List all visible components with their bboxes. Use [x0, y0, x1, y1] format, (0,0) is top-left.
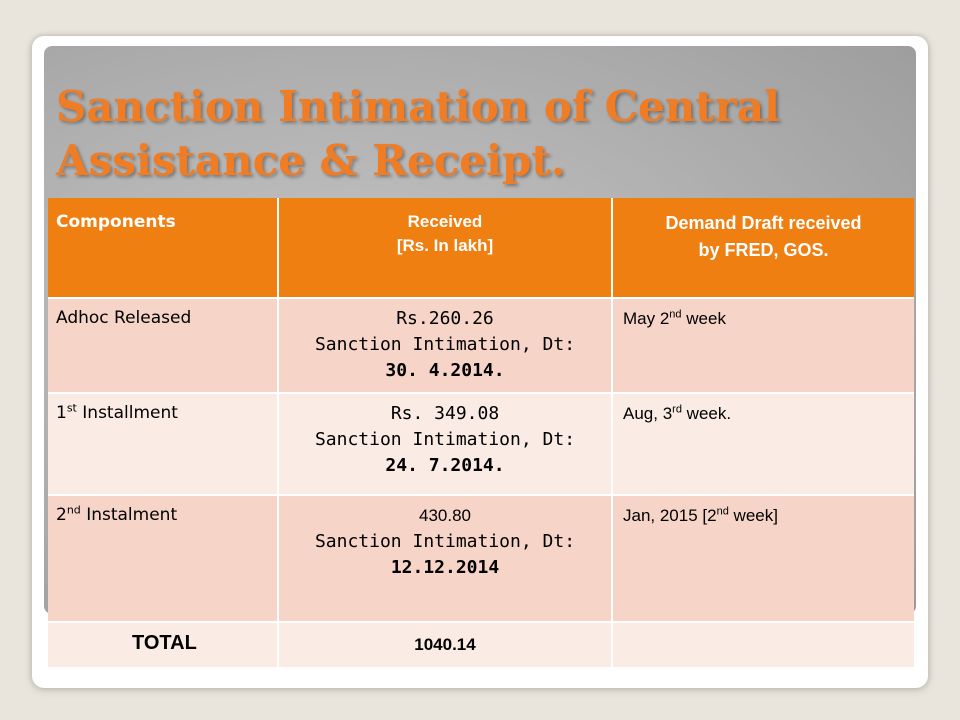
table-row: Adhoc Released Rs.260.26 Sanction Intima…	[48, 297, 914, 393]
total-label: TOTAL	[132, 632, 197, 654]
dd-received-text: May 2nd week	[623, 308, 726, 328]
component-label: 1st Installment	[56, 401, 178, 423]
received-cell: Rs. 349.08 Sanction Intimation, Dt: 24. …	[278, 392, 613, 495]
received-cell: 430.80 Sanction Intimation, Dt: 12.12.20…	[278, 494, 613, 622]
intimation-text: Sanction Intimation, Dt:	[314, 334, 576, 355]
total-amount-cell: 1040.14	[278, 621, 613, 667]
total-row: TOTAL 1040.14	[48, 621, 914, 667]
intimation-text: Sanction Intimation, Dt:	[314, 531, 576, 552]
header-received-title: Received	[407, 212, 483, 231]
component-label: 2nd Instalment	[56, 503, 178, 525]
component-label: Adhoc Released	[56, 308, 192, 328]
table-header-row: Components Received [Rs. In lakh] Demand…	[48, 198, 914, 298]
header-received-unit: [Rs. In lakh]	[396, 236, 494, 255]
total-label-cell: TOTAL	[48, 621, 279, 667]
received-amount: Rs. 349.08	[390, 403, 500, 424]
dd-received-text: Jan, 2015 [2nd week]	[623, 505, 778, 525]
component-cell: 1st Installment	[48, 392, 279, 495]
received-amount: Rs.260.26	[396, 308, 494, 329]
header-dd-line1: Demand Draft received	[665, 213, 862, 233]
slide-title: Sanction Intimation of Central Assistanc…	[56, 82, 780, 185]
intimation-date: 30. 4.2014.	[385, 360, 505, 381]
table-row: 2nd Instalment 430.80 Sanction Intimatio…	[48, 494, 914, 622]
header-components: Components	[48, 198, 279, 298]
dd-received-text: Aug, 3rd week.	[623, 403, 732, 423]
header-demand-draft: Demand Draft received by FRED, GOS.	[612, 198, 914, 298]
dd-cell: Jan, 2015 [2nd week]	[612, 494, 914, 622]
header-received: Received [Rs. In lakh]	[278, 198, 613, 298]
component-cell: 2nd Instalment	[48, 494, 279, 622]
dd-cell: May 2nd week	[612, 297, 914, 393]
intimation-date: 12.12.2014	[390, 557, 500, 578]
total-dd-cell	[612, 621, 914, 667]
intimation-date: 24. 7.2014.	[385, 455, 505, 476]
dd-cell: Aug, 3rd week.	[612, 392, 914, 495]
sanction-table: Components Received [Rs. In lakh] Demand…	[48, 198, 914, 667]
intimation-text: Sanction Intimation, Dt:	[314, 429, 576, 450]
header-dd-line2: by FRED, GOS.	[698, 240, 829, 260]
component-cell: Adhoc Released	[48, 297, 279, 393]
total-amount: 1040.14	[414, 635, 476, 654]
received-amount: 430.80	[419, 506, 471, 525]
received-cell: Rs.260.26 Sanction Intimation, Dt: 30. 4…	[278, 297, 613, 393]
table-row: 1st Installment Rs. 349.08 Sanction Inti…	[48, 392, 914, 495]
